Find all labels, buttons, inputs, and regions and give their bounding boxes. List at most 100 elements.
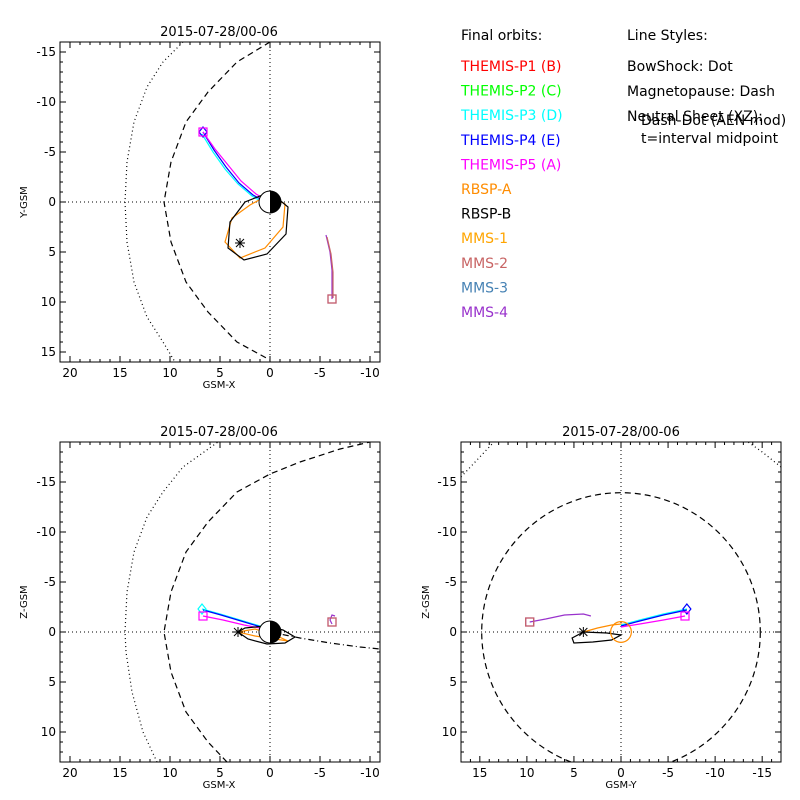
y-tick-label: 5 [48,675,56,689]
y-tick-label: 0 [449,625,457,639]
legend-item: THEMIS-P4 (E) [460,133,561,149]
square-marker [525,617,535,627]
series-mms-2 [326,236,334,298]
series-bowshock [124,42,184,362]
star-marker [233,627,243,637]
star-marker [235,238,245,248]
series-magnetopause [481,492,761,762]
x-axis-label: GSM-Y [605,780,637,791]
series-rbsp-a [224,194,286,259]
legend-header: Final orbits: [461,28,542,44]
legend-item: MMS-1 [461,231,508,247]
panel-yz-plane: 2015-07-28/00-06 GSM-Y Z-GSM 15 10 5 0 -5 -10… [421,425,782,791]
y-tick-label: -10 [437,525,457,539]
panel-title: 2015-07-28/00-06 [562,425,680,440]
line-style-text: Magnetopause: Dash [627,84,775,100]
x-tick-label: 10 [519,766,534,780]
x-tick-label: 0 [266,366,274,380]
panel-xy-plane: 2015-07-28/00-06 GSM-X Y-GSM 20 15 10 5 0 -5 -… [19,25,381,391]
square-marker [680,611,690,621]
x-tick-label: 15 [472,766,487,780]
earth-icon [258,620,282,644]
plot-frame [59,441,381,763]
y-axis-label: Z-GSM [19,585,30,618]
x-tick-label: -10 [360,766,380,780]
square-marker [198,127,208,137]
diamond-marker [197,603,207,615]
x-tick-label: -5 [314,766,326,780]
series-mms-4 [529,613,592,623]
x-tick-label: 5 [216,766,224,780]
series-rbsp-b [227,191,289,261]
x-tick-label: 5 [216,366,224,380]
panel-title: 2015-07-28/00-06 [160,25,278,40]
x-tick-label: 5 [570,766,578,780]
y-tick-label: -15 [36,475,56,489]
square-marker [327,617,337,627]
x-tick-label: 15 [112,766,127,780]
y-tick-label: 10 [41,295,56,309]
y-tick-label: 10 [41,725,56,739]
x-tick-label: -15 [752,766,772,780]
orbit-legend: Final orbits: THEMIS-P1 (B) THEMIS-P2 (C)… [460,28,563,321]
y-tick-label: 5 [48,245,56,259]
diamond-marker [198,126,208,138]
plot-area: 20 15 10 5 0 -5 -10 -15 -10 -5 0 5 10 15 [36,41,381,380]
series-themis-p5-a [620,615,686,628]
legend-item: THEMIS-P2 (C) [460,84,562,100]
plot-area: 20 15 10 5 0 -5 -10 -15 -10 -5 0 5 10 [36,441,381,780]
x-tick-label: 15 [112,366,127,380]
y-tick-label: 10 [442,725,457,739]
y-tick-label: -5 [44,145,56,159]
series-rbsp-b [571,631,623,644]
legend-item: MMS-3 [461,280,508,296]
y-tick-label: -15 [437,475,457,489]
legend-item: MMS-4 [461,305,508,321]
y-axis-label: Z-GSM [421,585,432,618]
x-tick-label: 0 [617,766,625,780]
square-marker [198,611,208,621]
legend-item: THEMIS-P5 (A) [460,157,561,173]
x-axis-label: GSM-X [203,780,236,791]
earth-icon [258,190,282,214]
diamond-marker [682,603,692,615]
x-tick-label: 20 [62,366,77,380]
x-tick-label: -5 [314,366,326,380]
y-tick-label: 15 [41,345,56,359]
legend-item: THEMIS-P3 (D) [460,108,563,124]
legend-item: MMS-2 [461,256,508,272]
line-styles-header: Line Styles: [627,28,708,44]
series-magnetopause [163,442,371,762]
series-bowshock [747,442,781,468]
series-themis-p4-e [620,609,688,627]
earth-icon [610,621,632,643]
y-axis-label: Y-GSM [19,186,30,219]
legend-item: THEMIS-P1 (B) [460,59,561,75]
line-style-text: Neutral Sheet (XZ): [627,109,763,125]
x-axis-label: GSM-X [203,380,236,391]
y-tick-label: 0 [48,195,56,209]
star-marker [578,627,589,637]
series-rbsp-b [237,625,297,645]
x-tick-label: -10 [705,766,725,780]
line-style-text: BowShock: Dot [627,59,733,75]
x-tick-label: 10 [162,766,177,780]
y-tick-label: -10 [36,525,56,539]
legend-items: THEMIS-P1 (B) THEMIS-P2 (C) THEMIS-P3 (D) T… [460,59,563,321]
line-styles-lines: BowShock: Dot Magnetopause: Dash Neutral S… [627,59,786,147]
series-themis-p4-e [202,131,269,204]
panel-xz-plane: 2015-07-28/00-06 GSM-X Z-GSM 20 15 10 5 0 -5 -… [19,425,381,791]
x-tick-label: -5 [662,766,674,780]
series-bowshock [461,442,495,478]
y-tick-label: 5 [449,675,457,689]
y-tick-label: 0 [48,625,56,639]
series-bowshock [124,442,219,762]
x-tick-label: 10 [162,366,177,380]
y-tick-label: -5 [44,575,56,589]
series-neutral-sheet [269,631,380,650]
x-tick-label: 20 [62,766,77,780]
y-tick-label: -10 [36,95,56,109]
panel-title: 2015-07-28/00-06 [160,425,278,440]
line-style-text: Dash-Dot (AEN mod) [641,113,786,129]
